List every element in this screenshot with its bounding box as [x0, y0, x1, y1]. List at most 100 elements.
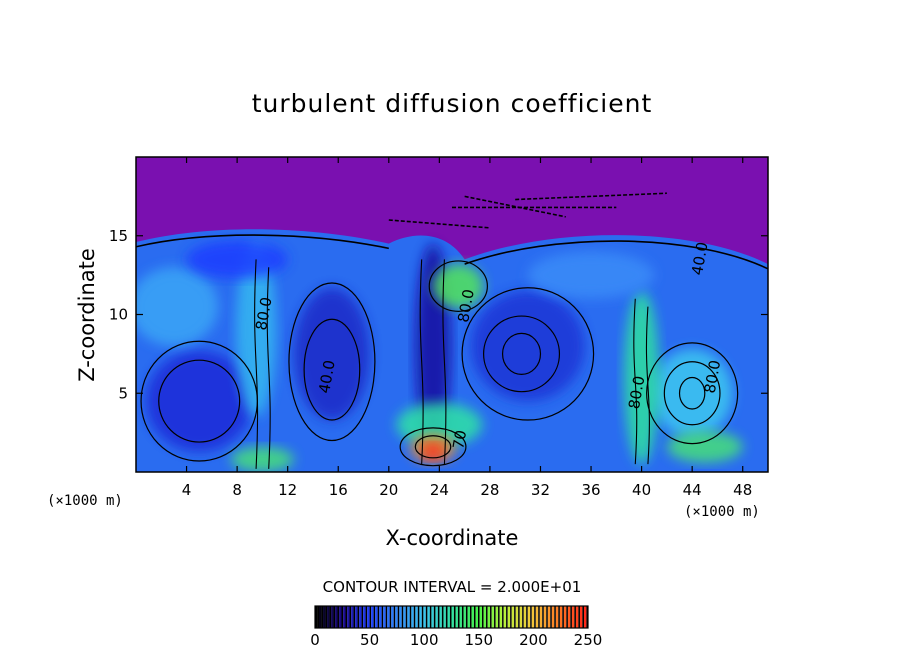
colorbar-stripe — [355, 606, 358, 628]
colorbar-stripe — [395, 606, 398, 628]
colorbar-gap — [510, 606, 512, 628]
colorbar-tick-label: 250 — [574, 631, 603, 649]
colorbar-stripe — [363, 606, 366, 628]
left-upper-band — [136, 267, 219, 346]
contour-ring — [501, 332, 542, 375]
colorbar-gap — [317, 606, 320, 628]
colorbar-gap — [357, 606, 360, 628]
colorbar-gap — [494, 606, 496, 628]
x-ticks: 4 8 12 16 20 24 28 32 36 40 44 48 — [182, 157, 752, 499]
x-tick-label: 32 — [531, 481, 550, 499]
left-eddy-core — [146, 350, 253, 452]
colorbar-gap — [490, 606, 492, 628]
colorbar-gap — [457, 606, 460, 628]
colorbar-gap — [377, 606, 380, 628]
colorbar-gap — [486, 606, 488, 628]
colorbar-stripe — [319, 606, 322, 628]
colorbar-stripe — [335, 606, 338, 628]
colorbar-gap — [417, 606, 420, 628]
colorbar-gap — [449, 606, 452, 628]
colorbar-stripe — [499, 606, 503, 628]
x-tick-label: 36 — [581, 481, 600, 499]
colorbar-gap — [582, 606, 584, 628]
colorbar-stripe — [403, 606, 406, 628]
colorbar-gap — [526, 606, 528, 628]
contour-label: 70 — [449, 429, 470, 451]
upper-layer — [136, 157, 768, 265]
colorbar-gap — [518, 606, 520, 628]
colorbar-gap — [441, 606, 444, 628]
colorbar-stripe — [343, 606, 346, 628]
right-top-edge — [527, 251, 655, 299]
contour-ring — [646, 342, 739, 445]
contour-ring — [678, 376, 706, 410]
colorbar-gap — [333, 606, 336, 628]
right-shear-band — [623, 290, 660, 465]
colorbar-gap — [413, 606, 416, 628]
contour-streak — [515, 192, 667, 201]
left-shear-band — [235, 243, 277, 417]
colorbar-gap — [578, 606, 580, 628]
colorbar-stripe — [567, 606, 571, 628]
colorbar-stripe — [383, 606, 386, 628]
colorbar-gap — [365, 606, 368, 628]
contour-line — [254, 259, 259, 469]
colorbar-gap — [429, 606, 432, 628]
x-tick-label: 12 — [278, 481, 297, 499]
colorbar-gap — [453, 606, 456, 628]
colorbar-stripe — [491, 606, 495, 628]
contour-ring — [158, 359, 241, 443]
colorbar-stripe — [447, 606, 450, 628]
colorbar-stripe — [539, 606, 543, 628]
colorbar-stripe — [367, 606, 370, 628]
colorbar-gap — [389, 606, 392, 628]
colorbar-stripe — [339, 606, 342, 628]
colorbar-gap — [393, 606, 396, 628]
contour-label: 40.0 — [688, 240, 712, 276]
y-tick-label: 5 — [118, 384, 128, 402]
floor-band-left — [230, 446, 294, 472]
colorbar-stripe — [323, 606, 326, 628]
colorbar-gap — [409, 606, 412, 628]
colorbar-stripe — [391, 606, 394, 628]
colorbar-stripe — [507, 606, 511, 628]
colorbar-gap — [373, 606, 376, 628]
colorbar-tick-label: 150 — [464, 631, 493, 649]
colorbar-stripe — [571, 606, 575, 628]
heatmap-field: 80.0 40.0 80.0 80.0 80.0 70 40.0 — [136, 157, 768, 472]
colorbar-stripe — [559, 606, 563, 628]
y-tick-label: 15 — [109, 227, 128, 245]
contour-label: 80.0 — [454, 288, 478, 324]
x-unit-left: (×1000 m) — [47, 493, 123, 509]
colorbar-gap — [433, 606, 436, 628]
colorbar-gap — [506, 606, 508, 628]
y-axis-label: Z-coordinate — [75, 248, 99, 382]
colorbar-gap — [482, 606, 484, 628]
right-eddy-core — [470, 290, 585, 402]
contour-label: 80.0 — [701, 359, 725, 395]
colorbar-gap — [514, 606, 516, 628]
colorbar-stripe — [415, 606, 418, 628]
colorbar-gap — [341, 606, 344, 628]
colorbar-stripe — [531, 606, 535, 628]
colorbar-stripe — [487, 606, 491, 628]
x-tick-label: 40 — [632, 481, 651, 499]
colorbar-stripe — [503, 606, 507, 628]
colorbar-stripe — [527, 606, 531, 628]
colorbar-stripe — [479, 606, 483, 628]
colorbar-gap — [570, 606, 572, 628]
colorbar-gap — [385, 606, 388, 628]
colorbar-stripe — [475, 606, 478, 628]
contour-label: 80.0 — [252, 296, 276, 332]
contour-ring — [288, 282, 376, 442]
hotspot-core — [422, 443, 444, 460]
contour-ring — [461, 287, 595, 421]
colorbar-stripe — [315, 606, 318, 628]
x-tick-label: 44 — [683, 481, 702, 499]
colorbar-stripe — [399, 606, 402, 628]
colorbar-stripe — [543, 606, 547, 628]
contour-boundary — [136, 234, 768, 270]
colorbar-stripe — [451, 606, 454, 628]
